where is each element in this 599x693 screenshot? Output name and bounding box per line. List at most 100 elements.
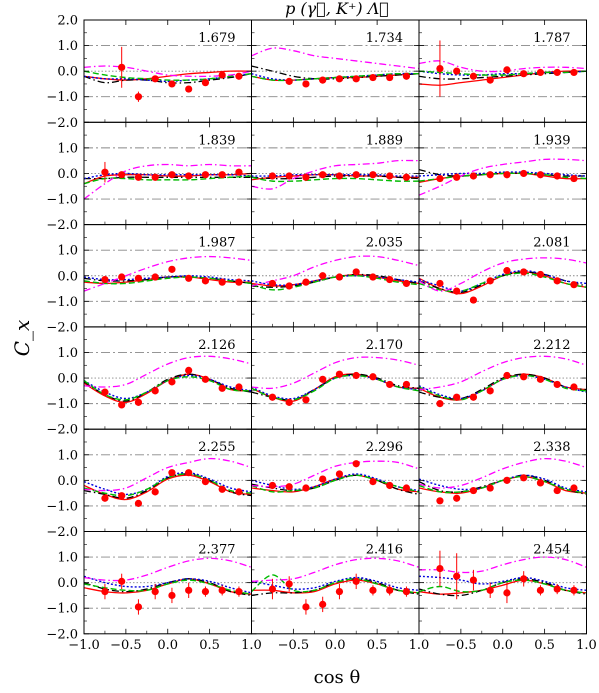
data-point bbox=[335, 370, 344, 378]
x-tick-label: 1.0 bbox=[576, 638, 597, 653]
x-tick-label: 0.0 bbox=[492, 638, 513, 653]
data-point bbox=[185, 172, 193, 180]
data-point bbox=[386, 586, 394, 594]
panel: 2.296 bbox=[251, 428, 420, 533]
y-tick-label: 1.0 bbox=[57, 448, 78, 463]
panel: 2.212 bbox=[418, 326, 587, 430]
data-point bbox=[386, 172, 394, 180]
data-point bbox=[402, 72, 411, 80]
data-point bbox=[386, 481, 394, 490]
data-point bbox=[235, 168, 243, 176]
data-point bbox=[235, 278, 243, 286]
data-point bbox=[302, 484, 310, 492]
data-point bbox=[302, 80, 310, 88]
y-tick-label: −1.0 bbox=[46, 397, 78, 412]
model-curve bbox=[251, 72, 419, 82]
data-point bbox=[486, 277, 494, 285]
data-point bbox=[570, 484, 578, 492]
data-point bbox=[268, 481, 277, 490]
y-tick-label: −1.0 bbox=[46, 602, 78, 617]
data-point bbox=[134, 274, 143, 282]
y-tick-label: −2.0 bbox=[46, 320, 78, 335]
data-point bbox=[268, 279, 277, 288]
model-curve bbox=[84, 575, 252, 594]
data-point bbox=[453, 494, 461, 502]
model-curve bbox=[251, 275, 419, 291]
data-point bbox=[352, 371, 360, 380]
data-point bbox=[168, 171, 176, 179]
data-point bbox=[235, 383, 243, 391]
model-curves bbox=[84, 557, 252, 597]
panel: 1.987 1.0 0.0 −1.0 −2.0 bbox=[46, 224, 252, 335]
data-point bbox=[151, 173, 159, 181]
data-point bbox=[134, 603, 143, 611]
data-point bbox=[570, 281, 578, 289]
data-point bbox=[319, 375, 327, 383]
model-curve bbox=[419, 257, 587, 292]
data-point bbox=[134, 93, 143, 101]
panel-label: 1.839 bbox=[198, 133, 235, 148]
data-point bbox=[503, 66, 511, 74]
data-point bbox=[402, 380, 411, 389]
x-tick-label: 1.0 bbox=[409, 638, 430, 653]
x-tick-label: 0.5 bbox=[199, 638, 220, 653]
data-point bbox=[536, 586, 545, 594]
y-tick-label: 1.0 bbox=[57, 141, 78, 156]
data-point bbox=[319, 171, 327, 179]
panel-label: 2.126 bbox=[198, 338, 235, 353]
data-point bbox=[235, 588, 243, 596]
data-point bbox=[201, 171, 210, 179]
y-tick-label: 0.0 bbox=[57, 65, 78, 80]
data-point bbox=[168, 469, 176, 477]
data-point bbox=[235, 72, 243, 80]
panel-label: 1.987 bbox=[198, 236, 235, 251]
data-point bbox=[319, 272, 327, 280]
data-point bbox=[185, 469, 193, 477]
model-curves bbox=[251, 460, 419, 496]
model-curves bbox=[251, 356, 419, 403]
panel-label: 2.338 bbox=[533, 440, 570, 455]
model-curve bbox=[251, 47, 419, 70]
data-point bbox=[201, 375, 210, 383]
data-point bbox=[402, 484, 411, 492]
data-point bbox=[201, 588, 210, 596]
data-point bbox=[386, 275, 394, 284]
data-point bbox=[302, 603, 310, 611]
panel: 1.679 2.0 1.0 0.0 −1.0 −2.0 bbox=[46, 14, 252, 131]
data-point bbox=[553, 486, 561, 495]
data-point bbox=[369, 73, 377, 82]
data-point bbox=[402, 588, 411, 596]
data-point bbox=[570, 383, 578, 391]
model-curve bbox=[419, 474, 587, 496]
model-curve bbox=[251, 460, 419, 488]
data-point bbox=[151, 588, 159, 596]
data-point bbox=[520, 575, 528, 583]
data-point bbox=[151, 75, 159, 83]
model-curve bbox=[251, 159, 419, 190]
model-curve bbox=[84, 70, 252, 81]
data-point bbox=[503, 171, 511, 179]
data-point bbox=[352, 75, 360, 83]
panel: 1.939 bbox=[418, 121, 587, 226]
data-point bbox=[453, 393, 461, 401]
data-point bbox=[335, 470, 344, 478]
panel: 2.081 bbox=[418, 224, 587, 328]
data-point bbox=[386, 380, 394, 389]
data-point bbox=[486, 76, 494, 84]
data-point bbox=[352, 268, 360, 276]
y-tick-label: 0.0 bbox=[57, 269, 78, 284]
data-point bbox=[453, 173, 461, 181]
model-curves bbox=[84, 457, 252, 501]
data-point bbox=[436, 174, 444, 183]
model-curves bbox=[84, 355, 252, 404]
panel: 1.839 1.0 0.0 −1.0 −2.0 bbox=[46, 121, 252, 233]
panel: 2.454 −0.5 0.0 0.5 1.0 bbox=[418, 531, 597, 653]
data-point bbox=[503, 476, 511, 484]
panel-label: 1.787 bbox=[533, 31, 570, 46]
model-curve bbox=[419, 475, 587, 494]
model-curve bbox=[419, 474, 587, 493]
y-tick-label: −1.0 bbox=[46, 193, 78, 208]
panel-label: 1.889 bbox=[366, 133, 403, 148]
x-tick-label: 0.5 bbox=[534, 638, 555, 653]
